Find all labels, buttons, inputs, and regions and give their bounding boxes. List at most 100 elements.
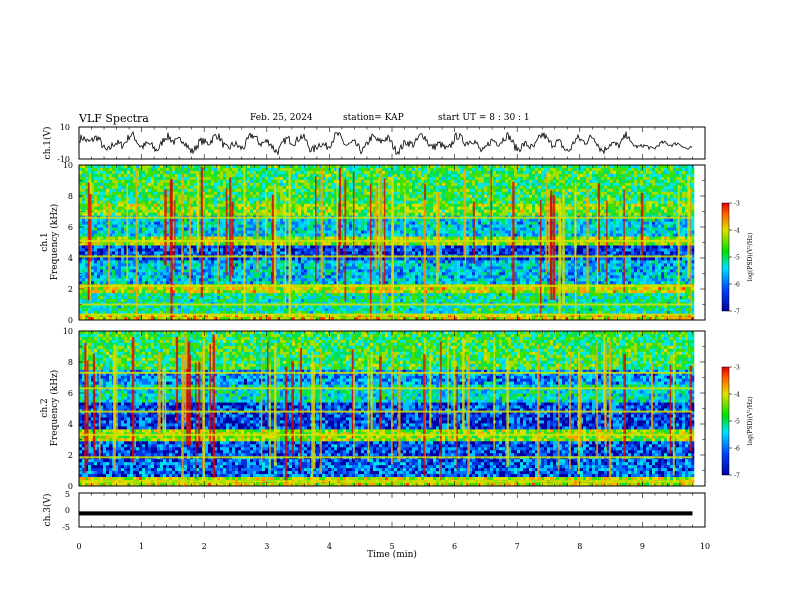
spectrogram-cell [532, 170, 536, 175]
spectrogram-cell [544, 165, 548, 169]
spectrogram-cell [367, 165, 371, 169]
spectrogram-cell [358, 200, 362, 205]
spectrogram-cell [679, 188, 683, 193]
spectrogram-cell [658, 218, 662, 222]
spectrogram-cell [223, 194, 227, 199]
spectrogram-cell [301, 197, 305, 202]
spectrogram-cell [571, 206, 575, 211]
spectrogram-cell [166, 167, 170, 172]
spectrogram-cell [151, 233, 155, 237]
spectrogram-cell [475, 209, 479, 213]
spectrogram-cell [112, 191, 116, 196]
spectrogram-cell [382, 209, 386, 213]
spectrogram-cell [391, 167, 395, 172]
spectrogram-cell [676, 218, 680, 222]
spectrogram-cell [547, 185, 551, 190]
spectrogram-cell [178, 191, 182, 196]
spectrogram-cell [568, 221, 572, 225]
spectrogram-cell [541, 203, 545, 208]
spectrogram-cell [211, 182, 215, 187]
spectrogram-cell [535, 170, 539, 175]
spectrogram-cell [367, 176, 371, 181]
spectrogram-cell [310, 209, 314, 213]
spectrogram-cell [100, 197, 104, 202]
spectrogram-cell [427, 182, 431, 187]
spectrogram-cell [172, 206, 176, 211]
spectrogram-cell [568, 188, 572, 193]
spectrogram-cell [673, 170, 677, 175]
spectrogram-cell [85, 227, 89, 231]
spectrogram-cell [562, 185, 566, 190]
spectrogram-cell [616, 173, 620, 178]
spectrogram-cell [193, 176, 197, 181]
spectrogram-cell [643, 167, 647, 172]
spectrogram-cell [307, 224, 311, 228]
spectrogram-cell [433, 179, 437, 184]
spectrogram-cell [151, 182, 155, 187]
spectrogram-cell [97, 188, 101, 193]
spectrogram-cell [496, 179, 500, 184]
spectrogram-cell [667, 227, 671, 231]
spectrogram-cell [313, 218, 317, 222]
spectrogram-cell [394, 191, 398, 196]
spectrogram-cell [139, 209, 143, 213]
spectrogram-cell [403, 170, 407, 175]
spectrogram-cell [607, 185, 611, 190]
spectrogram-cell [328, 218, 332, 222]
spectrogram-cell [313, 227, 317, 231]
spectrogram-cell [238, 233, 242, 237]
spectrogram-cell [370, 191, 374, 196]
spectrogram-cell [298, 212, 302, 216]
spectrogram-cell [316, 182, 320, 187]
spectrogram-cell [553, 170, 557, 175]
spectrogram-cell [334, 170, 338, 175]
spectrogram-cell [409, 203, 413, 208]
spectrogram-cell [289, 167, 293, 172]
spectrogram-cell [103, 206, 107, 211]
spectrogram-cell [199, 167, 203, 172]
spectrogram-cell [109, 167, 113, 172]
spectrogram-cell [688, 167, 692, 172]
spectrogram-cell [502, 165, 506, 169]
spectrogram-cell [538, 182, 542, 187]
spectrogram-cell [619, 197, 623, 202]
spectrogram-cell [478, 203, 482, 208]
spectrogram-cell [217, 173, 221, 178]
spectrogram-cell [415, 173, 419, 178]
spectrogram-cell [385, 167, 389, 172]
spectrogram-cell [634, 165, 638, 169]
spectrogram-cell [493, 206, 497, 211]
spectrogram-cell [313, 212, 317, 216]
spectrogram-cell [559, 176, 563, 181]
spectrogram-cell [451, 194, 455, 199]
spectrogram-cell [265, 203, 269, 208]
spectrogram-cell [97, 203, 101, 208]
spectrogram-cell [676, 203, 680, 208]
spectrogram-cell [247, 200, 251, 205]
spectrogram-cell [376, 200, 380, 205]
spectrogram-cell [655, 185, 659, 190]
spectrogram-cell [313, 200, 317, 205]
spectrogram-cell [325, 224, 329, 228]
spectrogram-cell [220, 203, 224, 208]
spectrogram-cell [82, 224, 86, 228]
spectrogram-cell [82, 188, 86, 193]
spectrogram-cell [496, 218, 500, 222]
spectrogram-cell [292, 200, 296, 205]
spectrogram-cell [118, 224, 122, 228]
spectrogram-cell [259, 191, 263, 196]
spectrogram-cell [442, 188, 446, 193]
spectrogram-cell [358, 185, 362, 190]
spectrogram-cell [454, 212, 458, 216]
spectrogram-cell [484, 224, 488, 228]
spectrogram-cell [151, 179, 155, 184]
spectrogram-cell [568, 197, 572, 202]
spectrogram-cell [106, 179, 110, 184]
spectrogram-cell [325, 188, 329, 193]
spectrogram-cell [661, 221, 665, 225]
spectrogram-cell [148, 194, 152, 199]
spectrogram-cell [685, 224, 689, 228]
spectrogram-cell [427, 170, 431, 175]
spectrogram-cell [94, 200, 98, 205]
spectrogram-cell [97, 185, 101, 190]
